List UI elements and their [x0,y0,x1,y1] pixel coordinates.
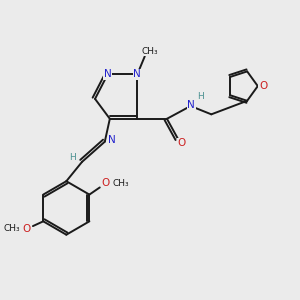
Text: N: N [187,100,195,110]
Text: O: O [177,138,186,148]
Text: H: H [69,153,76,162]
Text: O: O [101,178,110,188]
Text: O: O [23,224,31,234]
Text: O: O [259,81,267,91]
Text: N: N [108,135,116,145]
Text: CH₃: CH₃ [113,179,129,188]
Text: H: H [197,92,203,101]
Text: CH₃: CH₃ [3,224,20,233]
Text: N: N [104,69,112,79]
Text: N: N [134,69,141,79]
Text: CH₃: CH₃ [142,46,158,56]
